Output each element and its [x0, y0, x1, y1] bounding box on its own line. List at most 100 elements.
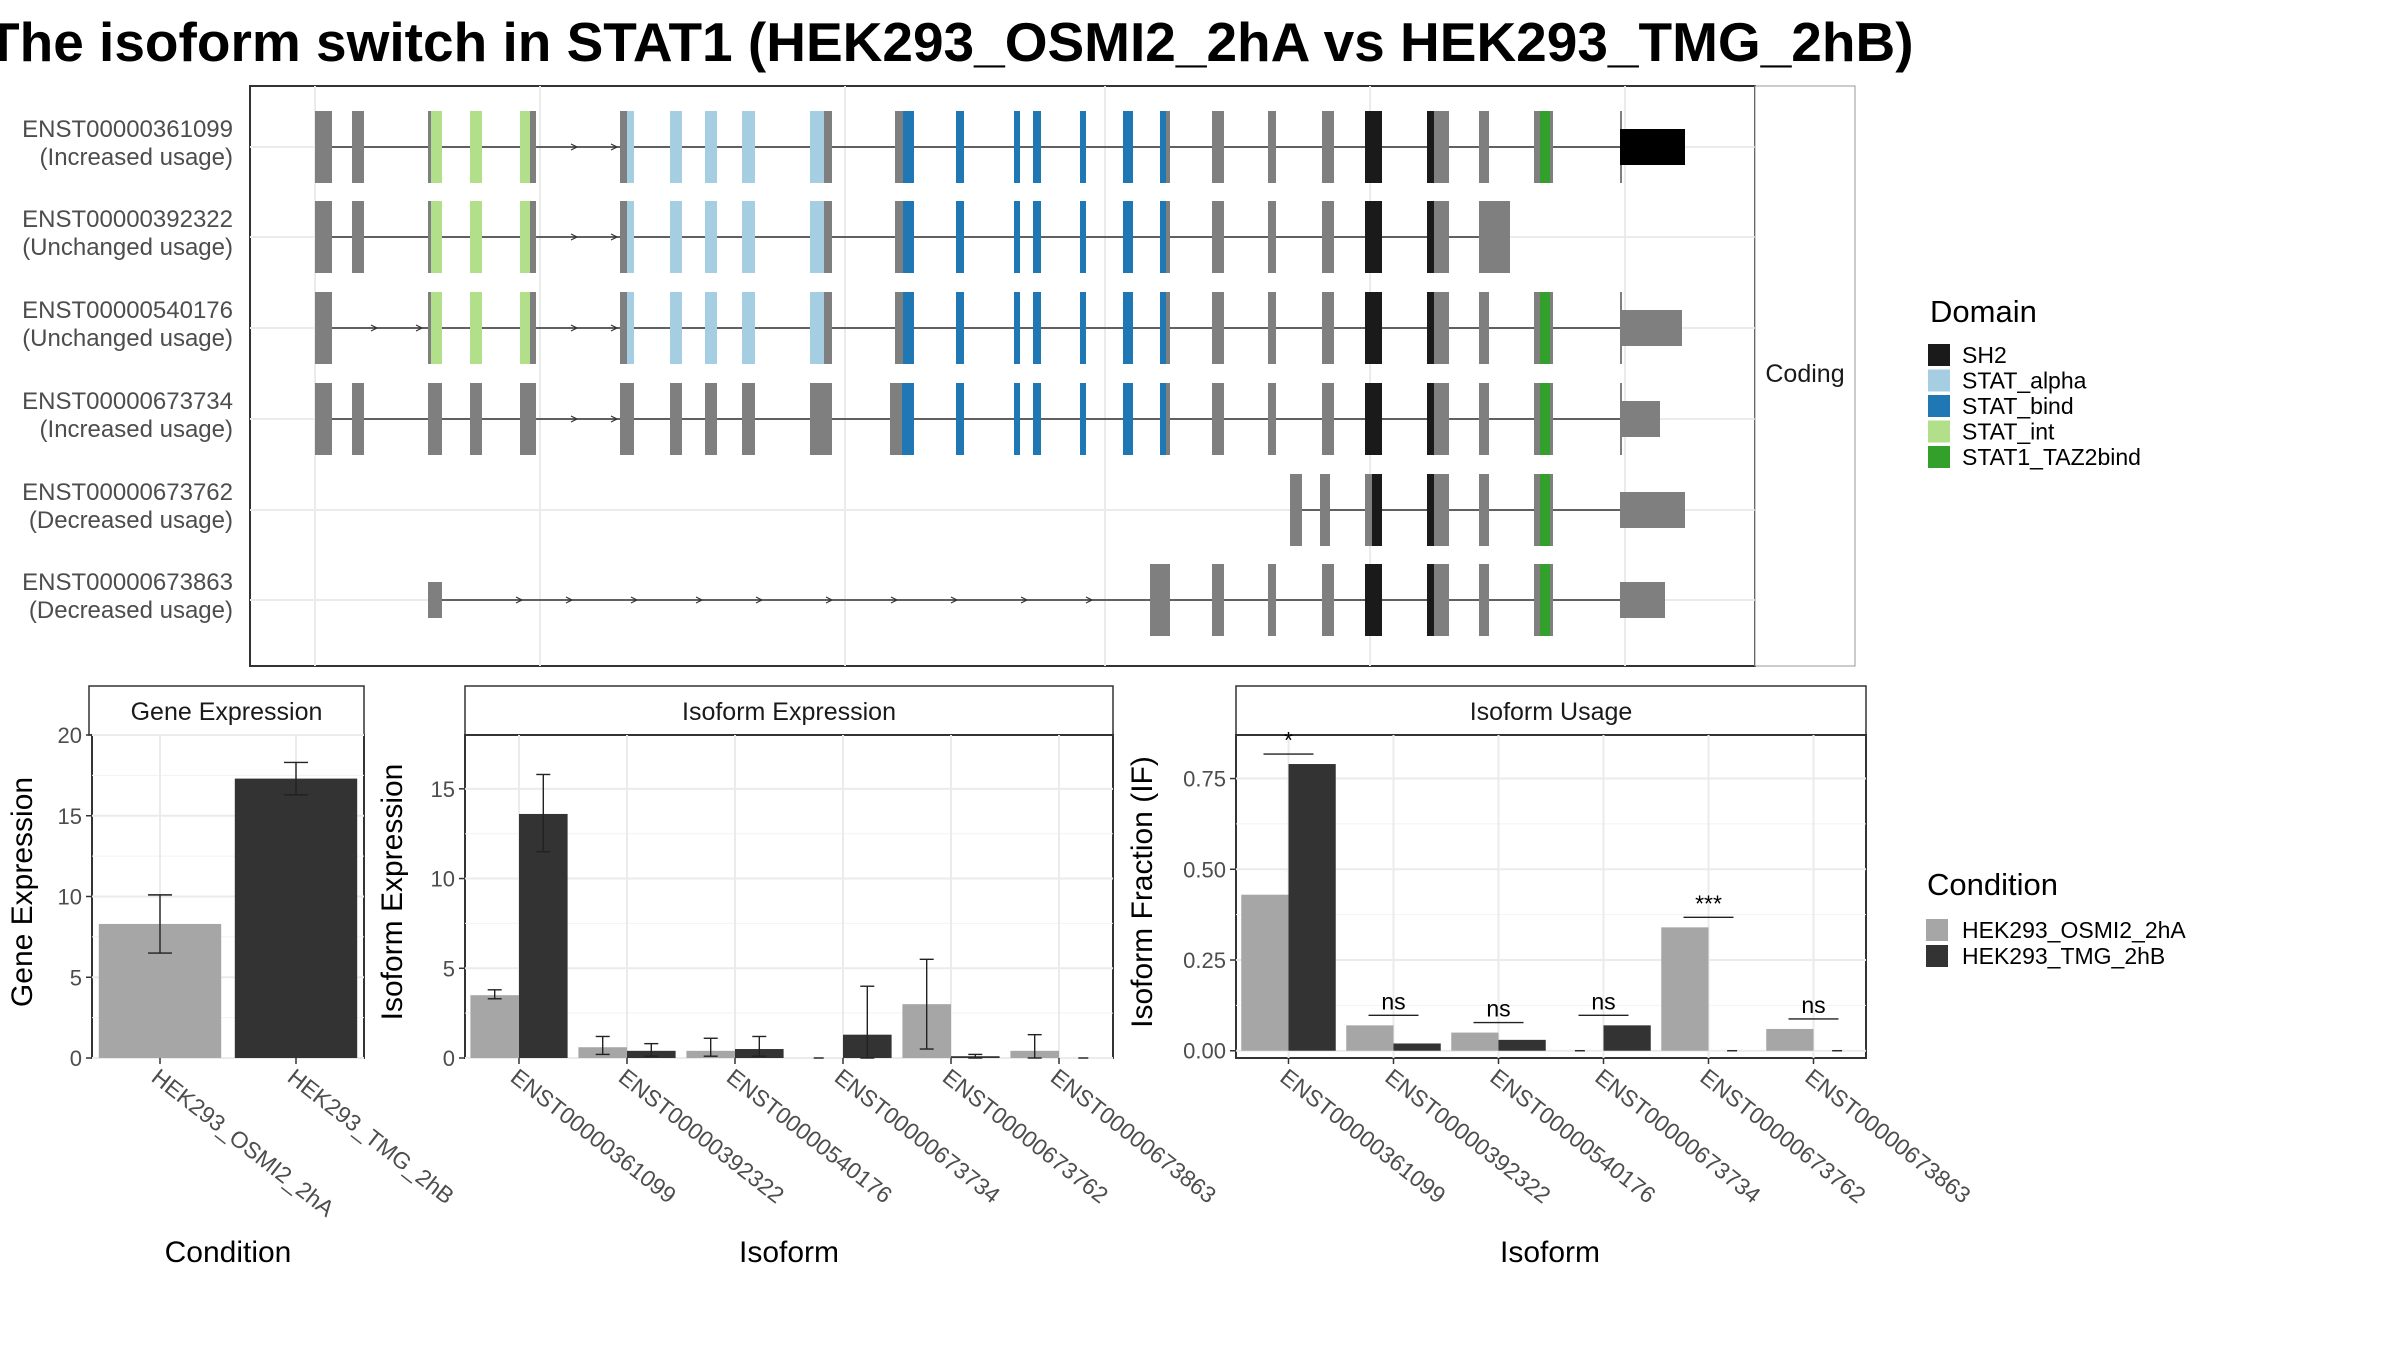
domain-legend-key [1928, 420, 1950, 443]
bar [1766, 1028, 1814, 1051]
domain-STAT_alpha [742, 111, 755, 183]
direction-arrow [950, 596, 959, 604]
direction-arrow [1020, 596, 1029, 604]
domain-STAT1_TAZ2bind [1540, 292, 1550, 364]
exon-block [1150, 564, 1166, 636]
transcript-usage-label: (Unchanged usage) [22, 234, 233, 261]
domain-STAT_alpha [742, 292, 755, 364]
condition-legend-key [1926, 945, 1948, 967]
exon-block [1550, 292, 1553, 364]
exon-block [824, 201, 832, 273]
exon-block [428, 201, 431, 273]
exon-block [1534, 474, 1540, 546]
x-axis-title: Condition [165, 1236, 292, 1269]
exon-block [1620, 492, 1685, 528]
domain-legend-key [1928, 446, 1950, 468]
y-tick-label: 0.75 [1183, 767, 1226, 792]
domain-STAT_int [431, 111, 442, 183]
y-tick-label: 10 [431, 867, 455, 892]
exon-block [1212, 292, 1224, 364]
exon-block [1290, 474, 1302, 546]
exon-block [620, 292, 627, 364]
significance-label: ns [1591, 988, 1615, 1014]
domain-SH2 [1427, 474, 1434, 546]
domain-STAT_bind [1160, 383, 1166, 455]
exon-block [1479, 383, 1489, 455]
transcript-id-label: ENST00000361099 [22, 116, 233, 143]
exon-block [428, 111, 431, 183]
domain-STAT_alpha [742, 201, 755, 273]
exon-block [428, 582, 442, 618]
domain-STAT_alpha [810, 201, 824, 273]
y-axis-title: Isoform Fraction (IF) [1126, 756, 1159, 1028]
domain-STAT_bind [1123, 201, 1133, 273]
exon-block [352, 111, 364, 183]
direction-arrow [610, 233, 619, 241]
direction-arrow [610, 415, 619, 423]
domain-STAT_bind [956, 201, 964, 273]
exon-block [1212, 564, 1224, 636]
exon-block [1365, 474, 1372, 546]
exon-block [1491, 201, 1510, 273]
exon-block [895, 201, 903, 273]
exon-block [315, 201, 332, 273]
exon-block [470, 383, 482, 455]
exon-block [1479, 201, 1491, 273]
condition-legend-label: HEK293_TMG_2hB [1962, 943, 2165, 969]
domain-STAT_bind [1033, 111, 1041, 183]
domain-STAT_bind [956, 383, 964, 455]
exon-block [1534, 564, 1540, 636]
domain-STAT_bind [1160, 201, 1166, 273]
exon-block [1434, 383, 1449, 455]
domain-undefined [1620, 129, 1685, 165]
exon-block [1268, 383, 1276, 455]
domain-STAT1_TAZ2bind [1540, 111, 1550, 183]
y-tick-label: 10 [58, 885, 82, 910]
direction-arrow [415, 324, 424, 332]
exon-block [1550, 383, 1553, 455]
exon-block [1212, 201, 1224, 273]
domain-STAT_bind [1014, 111, 1020, 183]
domain-SH2 [1427, 564, 1434, 636]
direction-arrow [755, 596, 764, 604]
exon-block [1166, 111, 1170, 183]
domain-STAT_bind [903, 111, 914, 183]
direction-arrow [1085, 596, 1094, 604]
domain-STAT_alpha [627, 111, 634, 183]
transcript-id-label: ENST00000392322 [22, 206, 233, 233]
domain-STAT_bind [902, 383, 914, 455]
exon-block [1534, 111, 1540, 183]
exon-block [1322, 383, 1334, 455]
transcript-id-label: ENST00000673863 [22, 569, 233, 596]
figure-title: The isoform switch in STAT1 (HEK293_OSMI… [0, 11, 1914, 73]
exon-block [1322, 564, 1334, 636]
domain-SH2 [1365, 201, 1382, 273]
domain-STAT_bind [956, 292, 964, 364]
bar [1498, 1039, 1546, 1051]
panel-strip [1235, 685, 1867, 736]
exon-block [1434, 564, 1449, 636]
direction-arrow [610, 324, 619, 332]
exon-block [890, 383, 902, 455]
exon-block [1434, 111, 1449, 183]
domain-STAT_alpha [627, 201, 634, 273]
exon-block [1620, 582, 1665, 618]
domain-STAT_int [520, 201, 530, 273]
x-axis-title: Isoform [739, 1236, 839, 1269]
domain-STAT_alpha [705, 201, 717, 273]
domain-STAT_alpha [810, 111, 824, 183]
exon-block [1434, 292, 1449, 364]
domain-legend-key [1928, 369, 1950, 392]
domain-STAT1_TAZ2bind [1540, 383, 1550, 455]
bar [234, 778, 358, 1058]
domain-legend-label: SH2 [1962, 342, 2007, 368]
transcript-id-label: ENST00000540176 [22, 297, 233, 324]
y-tick-label: 5 [70, 965, 82, 990]
domain-STAT1_TAZ2bind [1540, 474, 1550, 546]
exon-block [1212, 383, 1224, 455]
exon-block [1479, 564, 1489, 636]
domain-STAT_bind [1014, 201, 1020, 273]
significance-label: ns [1486, 996, 1510, 1022]
domain-legend-key [1928, 344, 1950, 366]
y-tick-label: 0.25 [1183, 948, 1226, 973]
